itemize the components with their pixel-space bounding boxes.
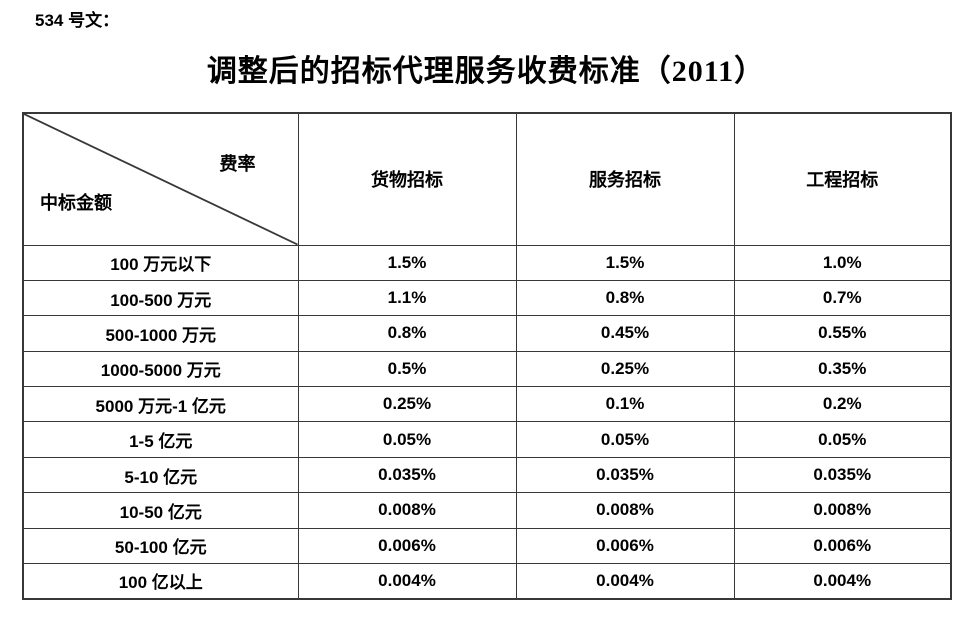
fee-cell: 0.035% (297, 456, 517, 494)
table-row: 1000-5000 万元 0.5% 0.25% 0.35% (22, 350, 952, 388)
fee-cell: 0.5% (297, 350, 517, 388)
doc-ref: 534 号文： (35, 11, 120, 30)
fee-cell: 0.004% (297, 563, 517, 600)
fee-cell: 0.008% (515, 492, 735, 529)
row-label: 1-5 亿元 (22, 421, 299, 458)
table-row: 50-100 亿元 0.006% 0.006% 0.006% (22, 527, 952, 565)
fee-cell: 0.2% (733, 386, 952, 423)
table-row: 100 亿以上 0.004% 0.004% 0.004% (22, 563, 952, 600)
fee-cell: 0.008% (733, 492, 952, 529)
fee-cell: 0.25% (297, 386, 517, 423)
fee-cell: 0.006% (515, 527, 735, 565)
fee-cell: 1.0% (733, 244, 952, 281)
column-header-goods: 货物招标 (297, 112, 517, 246)
fee-cell: 0.35% (733, 350, 952, 388)
table-row: 10-50 亿元 0.008% 0.008% 0.008% (22, 492, 952, 529)
row-label: 5-10 亿元 (22, 456, 299, 494)
table-row: 1-5 亿元 0.05% 0.05% 0.05% (22, 421, 952, 458)
fee-cell: 0.008% (297, 492, 517, 529)
fee-cell: 1.5% (297, 244, 517, 281)
fee-cell: 0.035% (515, 456, 735, 494)
row-label: 100-500 万元 (22, 279, 299, 317)
fee-cell: 0.035% (733, 456, 952, 494)
row-label: 50-100 亿元 (22, 527, 299, 565)
row-label: 500-1000 万元 (22, 315, 299, 352)
corner-header-cell: 费率 中标金额 (22, 112, 299, 246)
table-header-row: 费率 中标金额 货物招标 服务招标 工程招标 (22, 112, 952, 246)
fee-cell: 1.1% (297, 279, 517, 317)
column-header-services: 服务招标 (515, 112, 735, 246)
table-row: 500-1000 万元 0.8% 0.45% 0.55% (22, 315, 952, 352)
fee-cell: 0.004% (733, 563, 952, 600)
corner-label-rate: 费率 (219, 154, 256, 174)
fee-cell: 0.25% (515, 350, 735, 388)
fee-cell: 0.1% (515, 386, 735, 423)
fee-cell: 0.004% (515, 563, 735, 600)
fee-cell: 0.05% (515, 421, 735, 458)
fee-cell: 0.006% (297, 527, 517, 565)
fee-cell: 0.05% (297, 421, 517, 458)
column-header-works: 工程招标 (733, 112, 952, 246)
fee-cell: 0.05% (733, 421, 952, 458)
table-row: 5-10 亿元 0.035% 0.035% 0.035% (22, 456, 952, 494)
diagonal-line (24, 114, 298, 245)
row-label: 100 亿以上 (22, 563, 299, 600)
fee-cell: 0.55% (733, 315, 952, 352)
row-label: 1000-5000 万元 (22, 350, 299, 388)
fee-cell: 0.8% (297, 315, 517, 352)
fee-cell: 0.7% (733, 279, 952, 317)
row-label: 5000 万元-1 亿元 (22, 386, 299, 423)
fee-table: 费率 中标金额 货物招标 服务招标 工程招标 100 万元以下 1.5% 1.5… (22, 112, 952, 600)
table-row: 100-500 万元 1.1% 0.8% 0.7% (22, 279, 952, 317)
fee-cell: 0.006% (733, 527, 952, 565)
table-row: 100 万元以下 1.5% 1.5% 1.0% (22, 244, 952, 281)
row-label: 10-50 亿元 (22, 492, 299, 529)
fee-cell: 0.8% (515, 279, 735, 317)
fee-cell: 0.45% (515, 315, 735, 352)
table-row: 5000 万元-1 亿元 0.25% 0.1% 0.2% (22, 386, 952, 423)
corner-label-amount: 中标金额 (40, 192, 112, 213)
row-label: 100 万元以下 (22, 244, 299, 281)
page-title: 调整后的招标代理服务收费标准（2011） (206, 55, 766, 88)
fee-cell: 1.5% (515, 244, 735, 281)
